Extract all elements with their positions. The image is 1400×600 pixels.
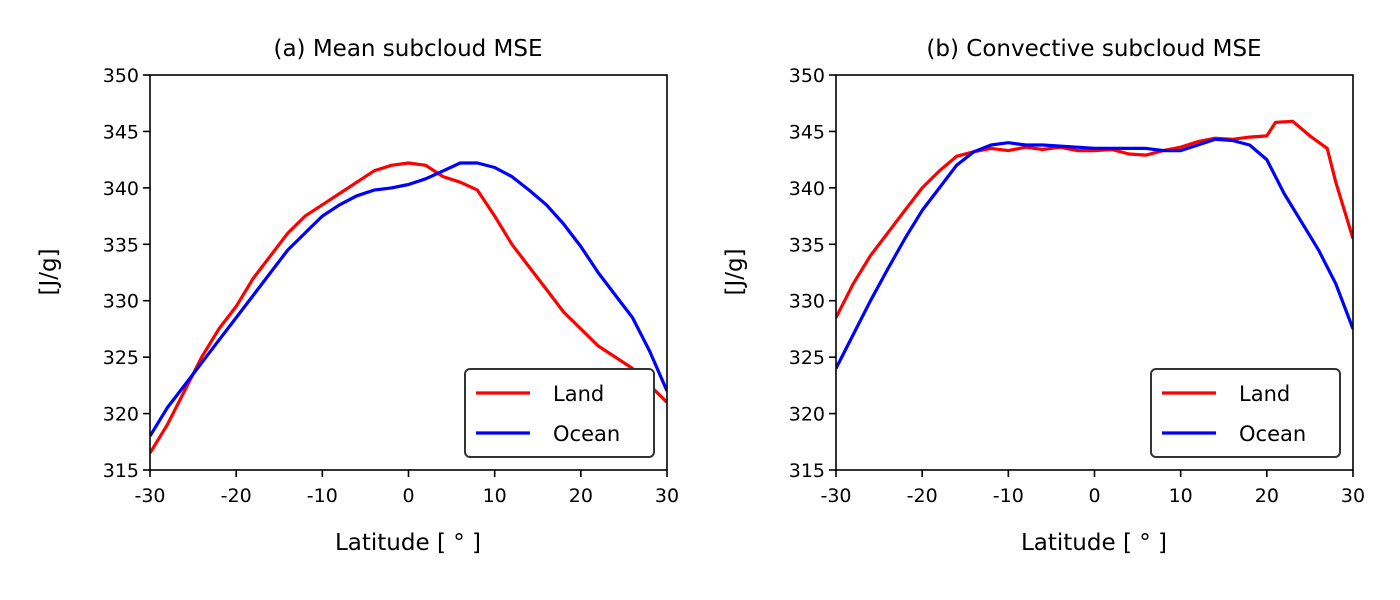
legend-label: Land [553, 382, 604, 406]
x-tick-label: -20 [907, 485, 938, 507]
y-tick-label: 350 [789, 65, 825, 87]
panel-b: (b) Convective subcloud MSE [J/g] Latitu… [722, 36, 1365, 556]
panel-title: (b) Convective subcloud MSE [926, 36, 1261, 62]
panel-title: (a) Mean subcloud MSE [273, 36, 542, 62]
plot-frame [149, 74, 668, 471]
x-tick-label: 10 [1169, 485, 1193, 507]
x-tick-label: 0 [1088, 485, 1100, 507]
y-tick-label: 320 [103, 404, 139, 426]
y-tick-label: 320 [789, 404, 825, 426]
x-tick-label: -30 [134, 485, 165, 507]
y-tick-label: 345 [789, 121, 825, 143]
y-tick-label: 315 [789, 460, 825, 482]
x-tick-label: -30 [820, 485, 851, 507]
x-tick-label: -10 [307, 485, 338, 507]
y-tick-label: 340 [103, 178, 139, 200]
legend-label: Ocean [553, 422, 620, 446]
x-tick-label: 0 [402, 485, 414, 507]
x-axis-title: Latitude [ ° ] [335, 530, 481, 556]
x-tick-label: -20 [221, 485, 252, 507]
legend-label: Ocean [1239, 422, 1306, 446]
legend-box [1150, 368, 1341, 458]
legend-label: Land [1239, 382, 1290, 406]
y-tick-label: 340 [789, 178, 825, 200]
x-tick-label: 30 [1341, 485, 1365, 507]
x-tick-label: 10 [483, 485, 507, 507]
x-tick-label: -10 [993, 485, 1024, 507]
series-line-land [150, 161, 667, 454]
y-tick-label: 335 [789, 234, 825, 256]
series-line-ocean [150, 161, 667, 437]
legend-box [464, 368, 655, 458]
y-tick-label: 350 [103, 65, 139, 87]
y-tick-label: 330 [103, 291, 139, 313]
x-tick-label: 30 [655, 485, 679, 507]
y-tick-label: 345 [103, 121, 139, 143]
y-tick-label: 325 [103, 347, 139, 369]
y-tick-label: 315 [103, 460, 139, 482]
x-tick-label: 20 [1255, 485, 1279, 507]
panel-a: (a) Mean subcloud MSE [J/g] Latitude [ °… [36, 36, 679, 556]
x-tick-label: 20 [569, 485, 593, 507]
series-line-ocean [836, 137, 1353, 370]
y-tick-label: 335 [103, 234, 139, 256]
y-axis-title: [J/g] [722, 248, 748, 295]
plot-frame [835, 74, 1354, 471]
x-axis-title: Latitude [ ° ] [1021, 530, 1167, 556]
y-tick-label: 325 [789, 347, 825, 369]
y-tick-label: 330 [789, 291, 825, 313]
series-line-land [836, 119, 1353, 319]
y-axis-title: [J/g] [36, 248, 62, 295]
